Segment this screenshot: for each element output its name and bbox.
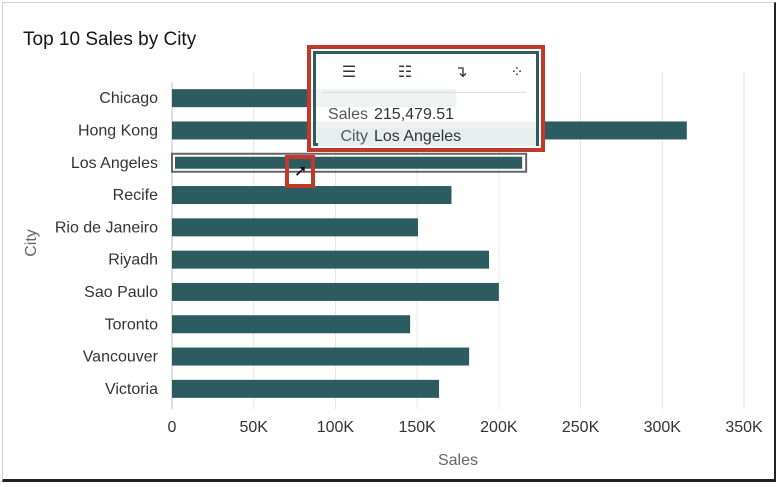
more-icon[interactable]: ⁘ (510, 64, 524, 81)
tooltip-sales-value: 215,479.51 (374, 106, 455, 123)
x-tick-label: 300K (644, 419, 682, 436)
x-tick-label: 100K (317, 419, 355, 436)
y-tick-label: Vancouver (83, 349, 159, 366)
bar-toronto[interactable] (172, 315, 411, 334)
y-tick-label: Victoria (105, 381, 158, 398)
tooltip-sales-label: Sales (327, 106, 368, 123)
expand-icon[interactable]: ☰ (341, 64, 357, 81)
cursor-highlight: ➚ (285, 155, 315, 188)
y-tick-label: Recife (113, 187, 158, 204)
bar-vancouver[interactable] (172, 347, 470, 366)
y-tick-label: Sao Paulo (84, 284, 158, 301)
x-tick-label: 0 (168, 419, 177, 436)
cursor-icon: ➚ (294, 163, 308, 180)
x-axis-title: Sales (438, 452, 478, 469)
x-tick-label: 200K (480, 419, 518, 436)
drill-icon[interactable]: ↴ (454, 64, 468, 81)
bar-los-angeles[interactable] (175, 156, 523, 169)
y-tick-label: Hong Kong (78, 122, 158, 139)
y-tick-label: Riyadh (108, 252, 158, 269)
y-axis-title: City (23, 229, 40, 257)
y-tick-label: Los Angeles (71, 155, 158, 172)
x-tick-label: 150K (398, 419, 436, 436)
x-tick-label: 350K (725, 419, 763, 436)
bar-highlight (171, 152, 528, 173)
tooltip-city-value: Los Angeles (374, 128, 462, 145)
chart-title: Top 10 Sales by City (23, 29, 197, 50)
chart-card: Top 10 Sales by City (2, 2, 776, 482)
y-tick-label: Rio de Janeiro (55, 219, 158, 236)
tooltip: ☰ ☷ ↴ ⁘ Sales 215,479.51 City Los Angeles (307, 45, 545, 152)
bar-rio-de-janeiro[interactable] (172, 218, 418, 237)
y-tick-label: Toronto (105, 316, 158, 333)
x-tick-label: 50K (239, 419, 268, 436)
bar-sao-paulo[interactable] (172, 282, 499, 301)
bar-victoria[interactable] (172, 379, 440, 398)
y-tick-label: Chicago (99, 90, 158, 107)
bar-riyadh[interactable] (172, 250, 490, 269)
divider (322, 92, 526, 93)
tooltip-city-label: City (340, 128, 368, 145)
bar-recife[interactable] (172, 186, 452, 205)
collapse-icon[interactable]: ☷ (397, 64, 413, 81)
x-tick-label: 250K (562, 419, 600, 436)
